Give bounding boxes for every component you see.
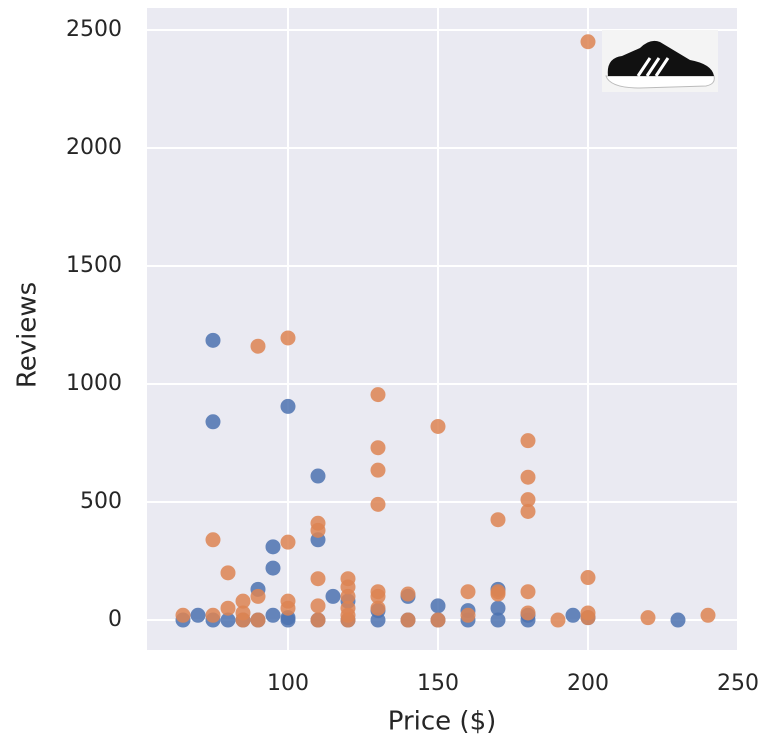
x-axis-label: Price ($)	[388, 707, 497, 737]
point	[265, 539, 281, 555]
y-tick-label: 500	[80, 489, 122, 514]
point	[280, 398, 296, 414]
point	[190, 607, 206, 623]
y-tick-label: 2000	[66, 135, 122, 160]
y-tick-label: 1000	[66, 371, 122, 396]
x-tick-label: 200	[567, 671, 609, 696]
point	[700, 607, 716, 623]
point	[580, 570, 596, 586]
point	[310, 571, 326, 587]
y-tick-label: 1500	[66, 253, 122, 278]
y-tick-label: 0	[108, 607, 122, 632]
point	[280, 330, 296, 346]
point	[565, 607, 581, 623]
point	[250, 588, 266, 604]
point	[325, 588, 341, 604]
point	[265, 607, 281, 623]
point	[520, 605, 536, 621]
point	[220, 600, 236, 616]
shoe-sole	[605, 75, 715, 89]
point	[205, 332, 221, 348]
shoe-stripe	[636, 57, 652, 77]
point	[520, 584, 536, 600]
point	[265, 560, 281, 576]
point	[220, 565, 236, 581]
point	[280, 600, 296, 616]
point	[520, 492, 536, 508]
point	[520, 433, 536, 449]
point	[340, 612, 356, 628]
point	[250, 612, 266, 628]
x-tick-label: 150	[417, 671, 459, 696]
point	[430, 418, 446, 434]
point	[370, 600, 386, 616]
point	[520, 469, 536, 485]
shoe-upper	[607, 40, 714, 76]
point	[580, 610, 596, 626]
point	[490, 600, 506, 616]
point	[490, 586, 506, 602]
x-tick-label: 250	[717, 671, 759, 696]
point	[310, 468, 326, 484]
point	[235, 612, 251, 628]
plot-area	[147, 8, 738, 650]
point	[175, 607, 191, 623]
point	[235, 593, 251, 609]
point	[205, 532, 221, 548]
point	[430, 598, 446, 614]
point	[400, 612, 416, 628]
point	[430, 612, 446, 628]
point	[670, 612, 686, 628]
point	[640, 610, 656, 626]
point	[580, 34, 596, 50]
point	[205, 414, 221, 430]
point	[460, 607, 476, 623]
point	[370, 496, 386, 512]
shoe-image	[602, 30, 718, 92]
y-axis-label: Reviews	[13, 282, 43, 388]
point	[310, 598, 326, 614]
point	[550, 612, 566, 628]
point	[400, 586, 416, 602]
point	[220, 612, 236, 628]
point	[205, 607, 221, 623]
point	[490, 612, 506, 628]
point	[520, 503, 536, 519]
shoe-stripe	[654, 57, 670, 77]
point	[250, 338, 266, 354]
point	[370, 588, 386, 604]
point	[280, 534, 296, 550]
point	[370, 462, 386, 478]
x-tick-label: 100	[267, 671, 309, 696]
point	[490, 512, 506, 528]
shoe-stripe	[645, 57, 661, 77]
point	[340, 588, 356, 604]
point	[370, 440, 386, 456]
point	[370, 387, 386, 403]
point	[460, 584, 476, 600]
point	[310, 612, 326, 628]
point	[310, 522, 326, 538]
y-tick-label: 2500	[66, 17, 122, 42]
